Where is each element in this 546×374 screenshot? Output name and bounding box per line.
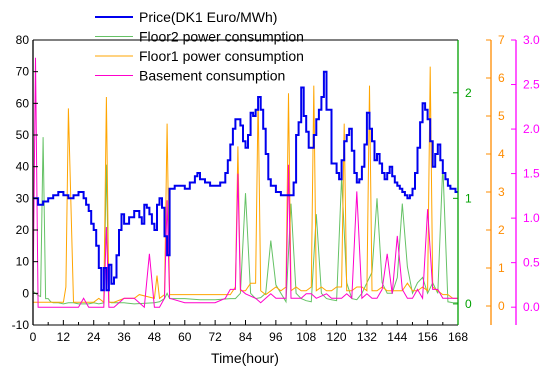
y-tick-label-right2: 5 — [498, 109, 505, 123]
axes-layer: 0 12 24 36 48 60 72 84 96 108 120 132 144 156 168-1001… — [12, 33, 540, 344]
legend-label-1: Floor2 power consumption — [139, 29, 304, 45]
x-tick-label: 36 — [117, 330, 131, 344]
x-tick-label: 84 — [239, 330, 253, 344]
y-tick-label-right2: 6 — [498, 71, 505, 85]
x-tick-label: 156 — [418, 330, 438, 344]
y-tick-label-left: 80 — [16, 33, 30, 47]
series-layer — [32, 57, 458, 309]
y-tick-label-right1: 0 — [465, 297, 472, 311]
legend-label-0: Price(DK1 Euro/MWh) — [139, 9, 277, 25]
y-tick-label-right2: 4 — [498, 147, 505, 161]
y-tick-label-right3: 2.0 — [523, 122, 540, 136]
x-tick-label: 12 — [57, 330, 71, 344]
x-axis-label: Time(hour) — [211, 350, 279, 366]
y-tick-label-left: 20 — [16, 223, 30, 237]
y-tick-label-right3: 0.5 — [523, 256, 540, 270]
x-tick-label: 48 — [148, 330, 162, 344]
y-tick-label-left: 30 — [16, 191, 30, 205]
y-tick-label-left: 70 — [16, 65, 30, 79]
y-tick-label-right2: 2 — [498, 223, 505, 237]
x-tick-label: 0 — [30, 330, 37, 344]
x-tick-label: 96 — [269, 330, 283, 344]
y-tick-label-right1: 2 — [465, 86, 472, 100]
x-tick-label: 108 — [296, 330, 316, 344]
y-tick-label-right2: 7 — [498, 33, 505, 47]
series-line-0 — [33, 70, 458, 292]
legend-label-2: Floor1 power consumption — [139, 48, 304, 64]
legend: Price(DK1 Euro/MWh) Floor2 power consumpt… — [95, 9, 304, 84]
x-tick-label: 72 — [208, 330, 222, 344]
series-line-1 — [32, 137, 458, 305]
y-tick-label-left: 60 — [16, 96, 30, 110]
y-tick-label-right2: 1 — [498, 261, 505, 275]
x-tick-label: 168 — [448, 330, 468, 344]
series-line-3 — [32, 57, 458, 309]
x-tick-label: 132 — [357, 330, 377, 344]
legend-label-3: Basement consumption — [139, 68, 285, 84]
x-tick-label: 120 — [327, 330, 347, 344]
y-tick-label-right2: 3 — [498, 185, 505, 199]
y-tick-label-left: -10 — [12, 318, 30, 332]
y-tick-label-right1: 1 — [465, 191, 472, 205]
y-tick-label-left: 10 — [16, 255, 30, 269]
y-tick-label-right3: 0.0 — [523, 300, 540, 314]
x-tick-label: 24 — [87, 330, 101, 344]
y-tick-label-right3: 1.0 — [523, 211, 540, 225]
y-tick-label-right3: 2.5 — [523, 78, 540, 92]
x-tick-label: 144 — [387, 330, 407, 344]
y-tick-label-right2: 0 — [498, 299, 505, 313]
y-tick-label-right3: 1.5 — [523, 167, 540, 181]
x-tick-label: 60 — [178, 330, 192, 344]
y-tick-label-left: 50 — [16, 128, 30, 142]
y-tick-label-left: 40 — [16, 160, 30, 174]
y-tick-label-left: 0 — [22, 286, 29, 300]
y-tick-label-right3: 3.0 — [523, 33, 540, 47]
